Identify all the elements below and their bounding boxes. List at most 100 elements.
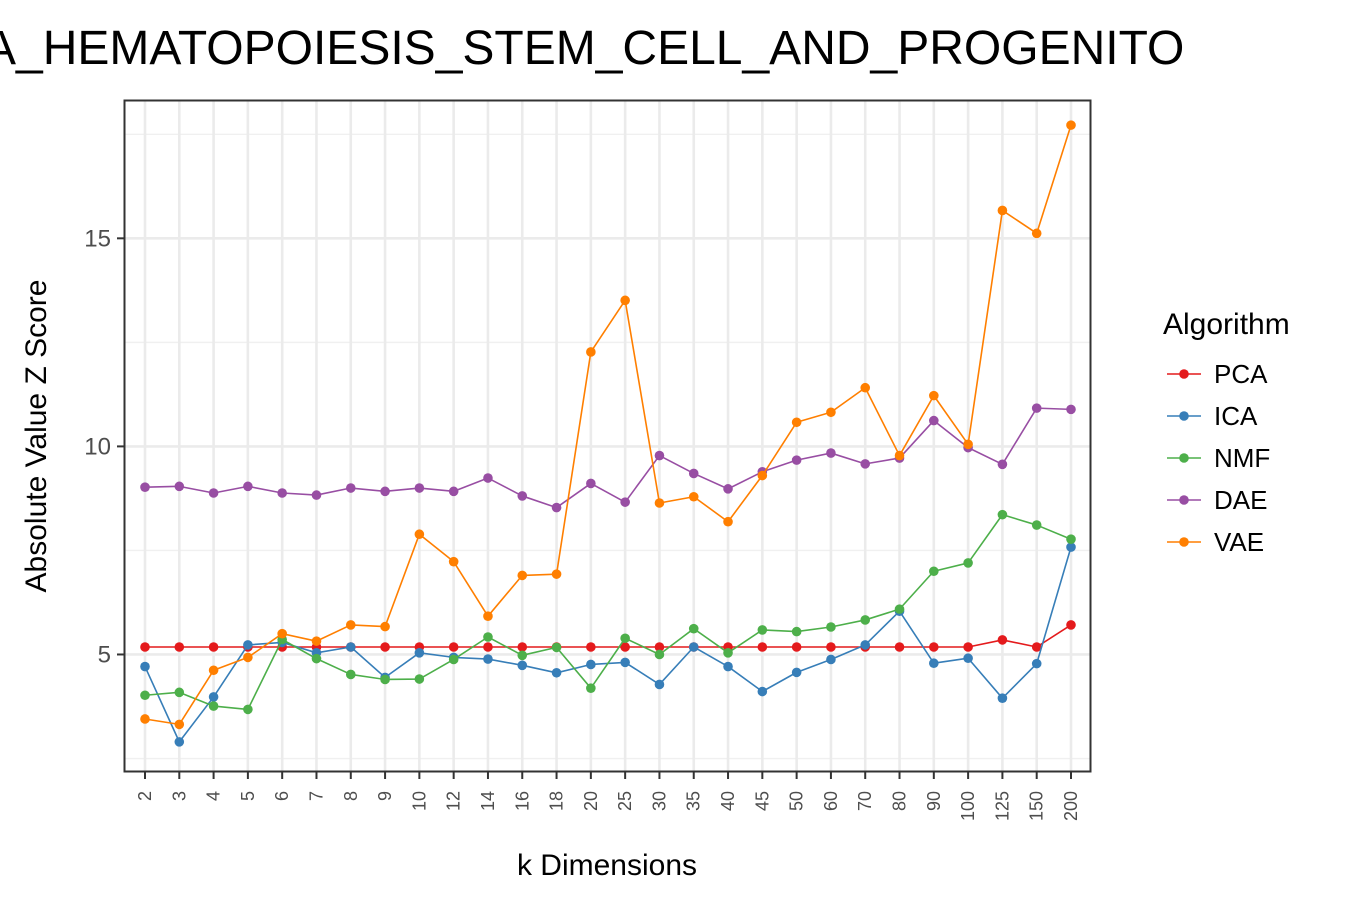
legend: Algorithm PCA ICA NMF DAE VAE <box>1163 308 1290 557</box>
point-dae <box>483 473 493 483</box>
x-tick-label: 60 <box>821 791 841 811</box>
point-dae <box>517 491 528 501</box>
point-vae <box>414 529 425 540</box>
x-tick-label: 10 <box>409 791 429 811</box>
point-nmf <box>723 648 733 658</box>
point-dae <box>1066 404 1076 415</box>
point-ica <box>1066 542 1076 552</box>
point-vae <box>1066 120 1076 130</box>
x-tick-label: 80 <box>890 791 910 811</box>
point-vae <box>140 714 150 724</box>
x-tick-label: 45 <box>752 791 772 811</box>
x-tick-label: 200 <box>1061 791 1081 821</box>
point-dae <box>345 483 356 493</box>
x-tick-label: 3 <box>169 791 189 801</box>
point-nmf <box>894 604 905 614</box>
point-ica <box>414 648 425 658</box>
point-pca <box>1066 620 1076 630</box>
point-dae <box>380 486 390 497</box>
x-tick-label: 2 <box>135 791 155 801</box>
x-tick-label: 20 <box>581 791 601 811</box>
point-dae <box>791 455 802 465</box>
point-vae <box>894 450 905 461</box>
x-axis-title: k Dimensions <box>517 849 697 882</box>
point-vae <box>826 407 836 418</box>
point-vae <box>380 621 390 632</box>
point-vae <box>791 417 802 428</box>
x-tick-label: 125 <box>992 791 1012 821</box>
point-dae <box>929 415 939 426</box>
x-tick-label: 35 <box>684 791 704 811</box>
point-nmf <box>620 633 630 644</box>
point-ica <box>620 657 630 668</box>
point-dae <box>551 502 562 513</box>
point-nmf <box>688 623 699 634</box>
point-nmf <box>517 650 528 661</box>
point-nmf <box>929 566 939 577</box>
point-dae <box>448 486 459 497</box>
point-pca <box>654 642 665 652</box>
point-ica <box>860 640 871 650</box>
point-vae <box>654 498 665 508</box>
x-tick-label: 6 <box>272 791 292 801</box>
legend-label-pca: PCA <box>1214 359 1268 389</box>
point-nmf <box>243 704 253 715</box>
point-ica <box>791 667 802 678</box>
point-dae <box>586 478 596 489</box>
point-vae <box>757 470 768 481</box>
point-nmf <box>1031 520 1042 530</box>
point-pca <box>1031 642 1042 652</box>
y-tick-label: 15 <box>84 225 111 252</box>
point-dae <box>723 484 733 494</box>
legend-key-point-ica <box>1179 411 1189 421</box>
point-pca <box>620 642 630 652</box>
point-pca <box>483 642 493 652</box>
legend-key-point-vae <box>1179 537 1189 547</box>
series-line-dae <box>144 407 1072 509</box>
point-vae <box>586 347 596 357</box>
point-ica <box>963 653 973 664</box>
x-tick-label: 4 <box>204 791 224 801</box>
point-dae <box>860 459 871 469</box>
point-pca <box>963 642 973 652</box>
point-vae <box>723 516 733 527</box>
x-tick-label: 90 <box>924 791 944 811</box>
point-pca <box>894 642 905 652</box>
legend-label-dae: DAE <box>1214 485 1267 515</box>
point-dae <box>140 482 150 492</box>
point-dae <box>688 468 699 479</box>
point-pca <box>826 642 836 652</box>
point-pca <box>791 642 802 652</box>
legend-label-ica: ICA <box>1214 401 1258 431</box>
point-vae <box>688 491 699 502</box>
x-tick-label: 40 <box>718 791 738 811</box>
point-nmf <box>414 674 425 684</box>
point-dae <box>1031 403 1042 413</box>
x-tick-label: 25 <box>615 791 635 811</box>
point-nmf <box>997 509 1008 520</box>
point-dae <box>311 490 322 500</box>
point-dae <box>654 450 665 461</box>
point-vae <box>963 439 973 450</box>
point-dae <box>208 488 219 498</box>
point-dae <box>414 483 425 493</box>
x-axis: 2 3 4 5 6 7 8 9 10 12 14 16 18 20 25 30 35 40 45 50 60 70 80 90… <box>135 771 1081 821</box>
point-ica <box>586 659 596 670</box>
point-nmf <box>757 625 768 635</box>
point-dae <box>997 459 1008 470</box>
x-tick-label: 18 <box>547 791 567 811</box>
point-ica <box>654 679 665 690</box>
point-dae <box>277 488 287 498</box>
point-vae <box>1031 228 1042 239</box>
point-vae <box>483 611 493 621</box>
legend-title: Algorithm <box>1163 308 1290 341</box>
x-tick-label: 14 <box>478 791 498 811</box>
legend-label-vae: VAE <box>1214 527 1264 557</box>
point-vae <box>620 295 630 306</box>
series-layer <box>140 120 1076 747</box>
point-nmf <box>791 626 802 637</box>
series-line-vae <box>144 124 1072 726</box>
x-tick-label: 7 <box>306 791 326 801</box>
point-nmf <box>208 701 219 711</box>
point-ica <box>997 693 1008 703</box>
